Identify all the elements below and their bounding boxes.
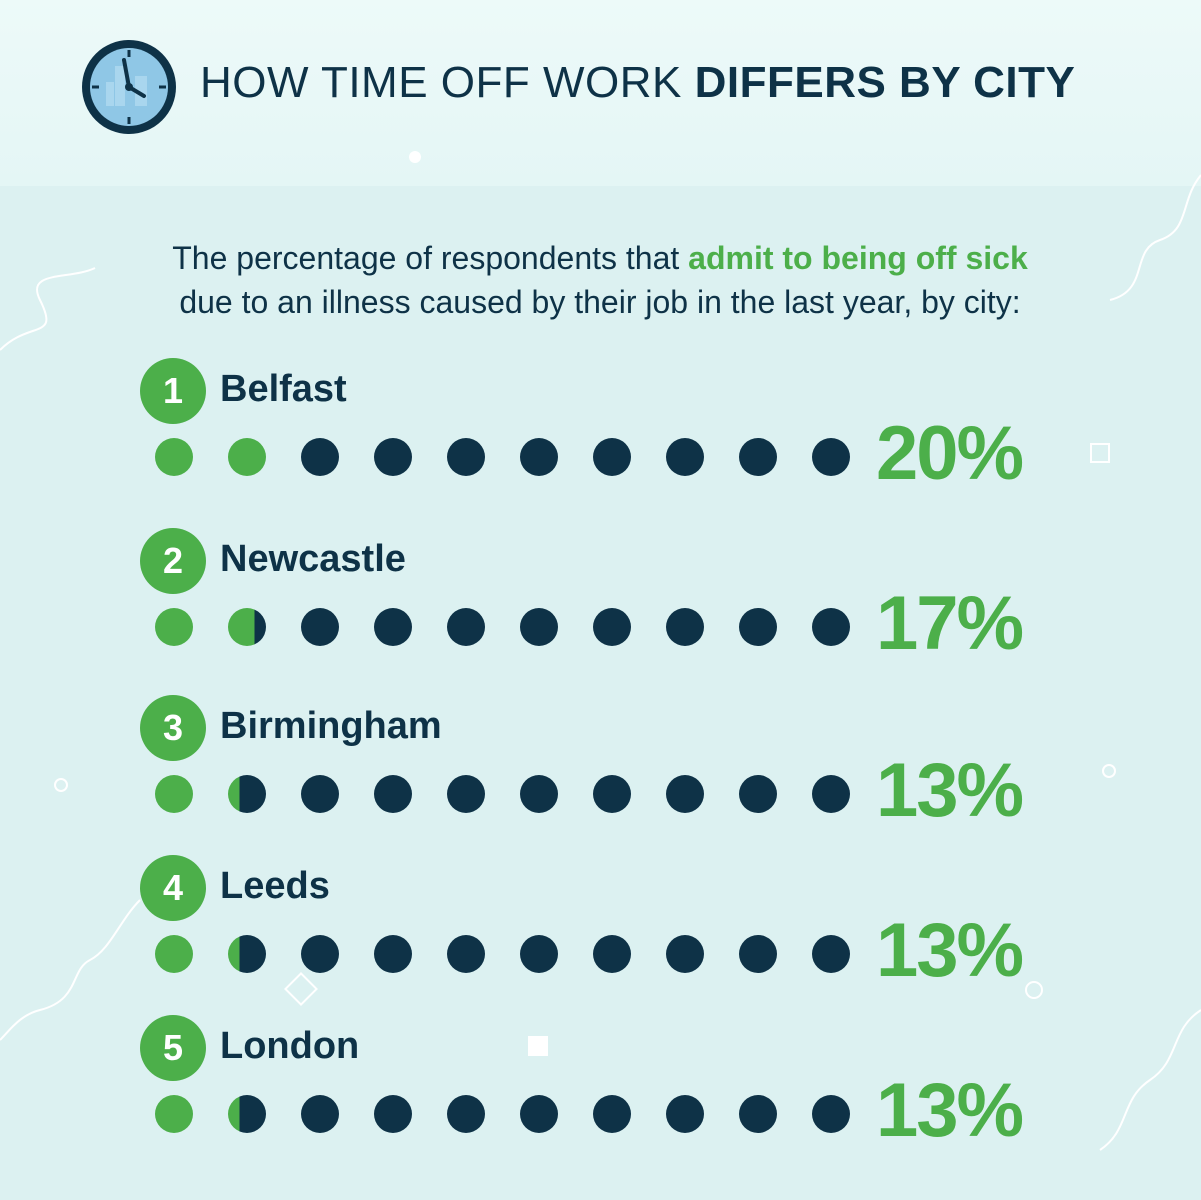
page-title: HOW TIME OFF WORK DIFFERS BY CITY — [200, 58, 1075, 108]
pictogram-dot — [374, 935, 412, 973]
pictogram-dot — [666, 438, 704, 476]
dot-row — [155, 775, 855, 815]
pictogram-dot — [812, 775, 850, 813]
city-name: Leeds — [220, 865, 330, 907]
pictogram-dot — [301, 935, 339, 973]
pictogram-dot — [447, 935, 485, 973]
city-name: London — [220, 1025, 360, 1067]
pictogram-dot — [301, 775, 339, 813]
pictogram-dot — [374, 775, 412, 813]
city-name: Newcastle — [220, 538, 406, 580]
header-band — [0, 0, 1201, 186]
pictogram-dot — [593, 935, 631, 973]
rank-badge: 1 — [140, 358, 206, 424]
pictogram-dot — [374, 1095, 412, 1133]
pictogram-dot — [812, 935, 850, 973]
subtitle-part1: The percentage of respondents that — [172, 240, 689, 276]
pictogram-dot — [666, 1095, 704, 1133]
percentage-label: 13% — [876, 748, 1024, 833]
pictogram-dot — [447, 1095, 485, 1133]
pictogram-dot — [593, 1095, 631, 1133]
clock-icon — [82, 40, 176, 134]
pictogram-dot — [593, 608, 631, 646]
pictogram-dot — [228, 1095, 266, 1133]
pictogram-dot — [374, 438, 412, 476]
percentage-label: 13% — [876, 908, 1024, 993]
pictogram-dot — [301, 1095, 339, 1133]
dot-row — [155, 438, 855, 478]
pictogram-dot — [155, 1095, 193, 1133]
percentage-label: 13% — [876, 1068, 1024, 1153]
pictogram-dot — [593, 438, 631, 476]
rank-badge: 5 — [140, 1015, 206, 1081]
subtitle-highlight: admit to being off sick — [688, 240, 1028, 276]
dot-row — [155, 935, 855, 975]
pictogram-dot — [447, 438, 485, 476]
pictogram-dot — [155, 775, 193, 813]
pictogram-dot — [301, 608, 339, 646]
dot-row — [155, 608, 855, 648]
pictogram-dot — [520, 1095, 558, 1133]
city-row: 4 Leeds 13% — [0, 855, 1201, 1005]
subtitle-part2: due to an illness caused by their job in… — [179, 284, 1021, 320]
rank-badge: 3 — [140, 695, 206, 761]
percentage-label: 20% — [876, 411, 1024, 496]
city-row: 5 London 13% — [0, 1015, 1201, 1165]
title-light: HOW TIME OFF WORK — [200, 58, 695, 107]
pictogram-dot — [155, 608, 193, 646]
pictogram-dot — [666, 935, 704, 973]
chart-description: The percentage of respondents that admit… — [120, 236, 1080, 324]
pictogram-dot — [228, 608, 266, 646]
pictogram-dot — [666, 775, 704, 813]
dot-row — [155, 1095, 855, 1135]
pictogram-dot — [520, 935, 558, 973]
pictogram-dot — [447, 775, 485, 813]
pictogram-dot — [228, 775, 266, 813]
pictogram-dot — [155, 438, 193, 476]
rank-badge: 4 — [140, 855, 206, 921]
pictogram-dot — [812, 1095, 850, 1133]
pictogram-dot — [593, 775, 631, 813]
city-row: 1 Belfast 20% — [0, 358, 1201, 508]
pictogram-dot — [301, 438, 339, 476]
pictogram-dot — [739, 608, 777, 646]
pictogram-dot — [520, 608, 558, 646]
percentage-label: 17% — [876, 581, 1024, 666]
pictogram-dot — [739, 775, 777, 813]
pictogram-dot — [228, 935, 266, 973]
city-row: 3 Birmingham 13% — [0, 695, 1201, 845]
pictogram-dot — [155, 935, 193, 973]
pictogram-dot — [228, 438, 266, 476]
pictogram-dot — [739, 1095, 777, 1133]
city-name: Belfast — [220, 368, 347, 410]
city-row: 2 Newcastle 17% — [0, 528, 1201, 678]
pictogram-dot — [520, 775, 558, 813]
pictogram-dot — [374, 608, 412, 646]
pictogram-dot — [520, 438, 558, 476]
rank-badge: 2 — [140, 528, 206, 594]
pictogram-dot — [812, 608, 850, 646]
pictogram-dot — [447, 608, 485, 646]
title-bold: DIFFERS BY CITY — [694, 58, 1076, 107]
pictogram-dot — [666, 608, 704, 646]
pictogram-dot — [812, 438, 850, 476]
city-name: Birmingham — [220, 705, 442, 747]
pictogram-dot — [739, 438, 777, 476]
pictogram-dot — [739, 935, 777, 973]
